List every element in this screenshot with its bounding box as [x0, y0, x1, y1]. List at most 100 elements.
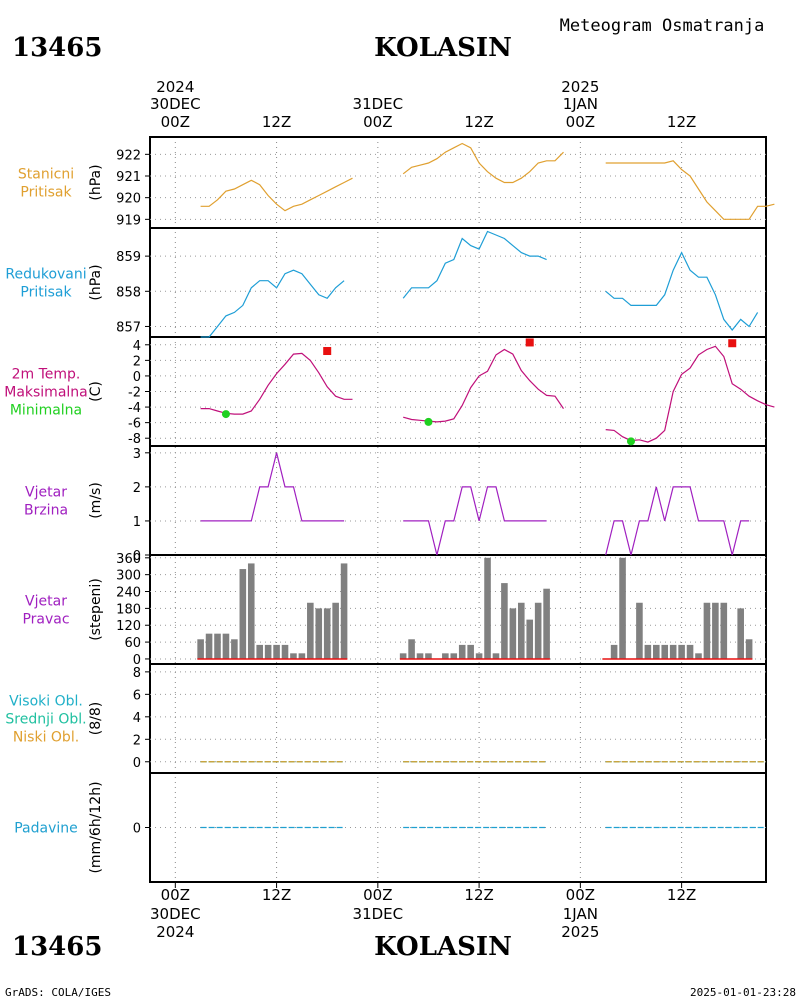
wind-direction-bar	[307, 602, 314, 659]
time-day-top: 1JAN	[563, 95, 598, 113]
time-year-top: 2025	[561, 78, 599, 96]
y-tick-label: -6	[128, 417, 141, 432]
y-tick-label: 859	[116, 250, 141, 265]
wind-direction-bar	[517, 602, 525, 659]
station_pressure-line	[402, 142, 564, 184]
wind-direction-bar	[619, 557, 626, 659]
y-axis-label: (stepeni)	[88, 578, 104, 641]
wind-direction-bar	[686, 644, 694, 659]
panel-frame	[149, 227, 767, 338]
wind-direction-bar	[720, 602, 728, 659]
y-tick-label: -4	[128, 401, 141, 416]
wind-direction-bar	[661, 644, 669, 659]
wind-direction-bar	[467, 644, 474, 659]
wind-direction-bar	[484, 557, 491, 659]
station_pressure-line	[200, 177, 353, 212]
panel-frame	[149, 136, 767, 229]
time-tick-top: 12Z	[262, 113, 291, 131]
panel-label: Vjetar	[25, 485, 67, 501]
wind-direction-bar	[610, 644, 618, 659]
wind-direction-bar	[222, 633, 230, 659]
time-tick-bottom: 12Z	[667, 886, 696, 904]
y-tick-label: 1	[133, 515, 141, 530]
y-axis-label: (m/s)	[88, 482, 104, 519]
wind-direction-bar	[239, 569, 247, 659]
wind-direction-bar	[450, 653, 458, 659]
time-year-bottom: 2024	[156, 923, 194, 941]
panel-label: Srednji Obl.	[5, 712, 86, 728]
wind-direction-bar	[416, 653, 424, 659]
wind-direction-bar	[475, 653, 483, 659]
y-tick-label: 60	[124, 636, 141, 651]
panel-label: Maksimalna	[4, 385, 88, 401]
max-temp-marker	[525, 338, 534, 347]
y-tick-label: 919	[116, 213, 141, 228]
wind-direction-bar	[290, 653, 297, 659]
y-tick-label: 8	[133, 666, 141, 681]
product-title: Meteogram Osmatranja	[560, 16, 765, 36]
y-tick-label: 921	[116, 170, 141, 185]
y-tick-label: 0	[133, 653, 141, 668]
wind-direction-bar	[340, 563, 348, 659]
wind-direction-bar	[205, 633, 213, 659]
time-day-bottom: 30DEC	[150, 905, 201, 923]
time-year-top: 2024	[156, 78, 194, 96]
y-tick-label: 2	[133, 733, 141, 748]
y-tick-label: 120	[116, 619, 141, 634]
panel-label: Pritisak	[20, 285, 72, 301]
y-tick-label: 857	[116, 320, 141, 335]
wind-direction-bar	[256, 644, 263, 659]
y-tick-label: 0	[133, 822, 141, 837]
y-axis-label: (hPa)	[88, 164, 104, 200]
y-tick-label: 0	[133, 756, 141, 771]
min-temp-marker	[626, 437, 635, 446]
station-id-bottom: 13465	[12, 932, 102, 962]
time-tick-top: 00Z	[566, 113, 595, 131]
wind-direction-bar	[695, 653, 702, 659]
wind-direction-bar	[669, 644, 677, 659]
panel-label: Vjetar	[25, 594, 67, 610]
wind-direction-bar	[458, 644, 466, 659]
temperature-line	[403, 348, 564, 423]
station-id-top: 13465	[12, 33, 102, 63]
wind-direction-bar	[703, 602, 711, 659]
wind-direction-bar	[509, 608, 517, 659]
wind-direction-bar	[425, 653, 432, 659]
wind-direction-bar	[315, 608, 323, 659]
panel-label: Niski Obl.	[13, 730, 79, 746]
wind-direction-bar	[332, 602, 339, 659]
y-tick-label: 6	[133, 688, 141, 703]
y-tick-label: 0	[133, 549, 141, 564]
time-tick-top: 12Z	[667, 113, 696, 131]
y-axis-label: (hPa)	[88, 264, 104, 300]
panel-label: Pravac	[22, 612, 69, 628]
y-tick-label: 858	[116, 285, 141, 300]
time-day-bottom: 1JAN	[563, 905, 598, 923]
wind-direction-bar	[197, 639, 204, 659]
panel-frame	[149, 663, 767, 774]
time-day-top: 31DEC	[353, 95, 404, 113]
y-tick-label: 300	[116, 569, 141, 584]
wind-direction-bar	[442, 653, 449, 659]
y-tick-label: 180	[116, 602, 141, 617]
y-tick-label: -8	[128, 432, 141, 447]
reduced_pressure-line	[402, 230, 547, 299]
y-tick-label: 3	[133, 447, 141, 462]
wind-direction-bar	[501, 583, 508, 659]
y-tick-label: 360	[116, 552, 141, 567]
wind_speed-line	[605, 486, 750, 556]
wind-direction-bar	[678, 644, 685, 659]
timestamp-text: 2025-01-01-23:28	[690, 986, 796, 999]
panel-label: Visoki Obl.	[9, 694, 83, 710]
time-tick-bottom: 12Z	[262, 886, 291, 904]
credit-text: GrADS: COLA/IGES	[5, 986, 111, 999]
wind-direction-bar	[636, 602, 643, 659]
min-temp-marker	[424, 417, 433, 426]
wind-direction-bar	[737, 608, 744, 659]
wind-direction-bar	[298, 653, 306, 659]
max-temp-marker	[323, 347, 332, 356]
y-axis-label: (mm/6h/12h)	[88, 781, 104, 873]
wind-direction-bar	[644, 644, 652, 659]
wind-direction-bar	[543, 588, 550, 659]
time-day-top: 30DEC	[150, 95, 201, 113]
